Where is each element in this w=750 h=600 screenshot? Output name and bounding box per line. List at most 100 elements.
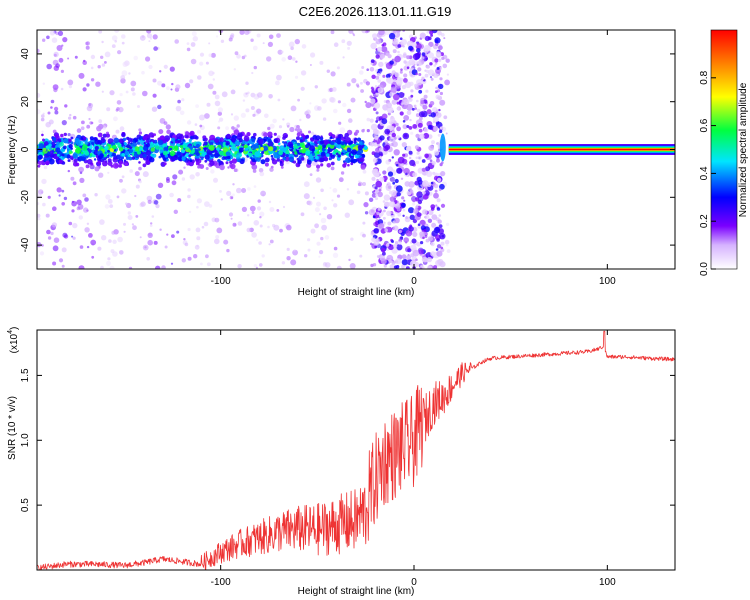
noise-speck xyxy=(214,100,221,107)
noise-speck xyxy=(109,204,114,209)
band-speck xyxy=(319,157,325,163)
band-speck xyxy=(302,138,306,142)
noise-speck xyxy=(415,113,420,118)
noise-speck xyxy=(172,174,178,180)
broadband-speck xyxy=(387,171,394,177)
spectrogram-y-tick-label: 40 xyxy=(20,48,31,60)
noise-speck xyxy=(107,199,113,204)
broadband-speck xyxy=(417,155,422,160)
band-speck xyxy=(337,134,342,139)
noise-speck xyxy=(190,42,196,47)
band-speck xyxy=(189,130,195,136)
broadband-speck xyxy=(409,260,417,267)
band-speck xyxy=(118,160,123,165)
broadband-speck xyxy=(416,191,423,198)
band-speck xyxy=(233,154,237,158)
noise-speck xyxy=(117,50,122,55)
band-speck xyxy=(142,153,147,158)
broadband-speck xyxy=(375,69,378,72)
spectrogram-y-tick-label: 20 xyxy=(20,96,31,108)
broadband-speck xyxy=(383,179,387,182)
noise-speck xyxy=(208,70,214,77)
broadband-speck xyxy=(406,103,413,111)
noise-speck xyxy=(166,86,170,91)
noise-speck xyxy=(346,108,352,114)
band-speck xyxy=(94,139,100,145)
noise-speck xyxy=(312,196,316,199)
band-speck xyxy=(122,137,127,141)
band-speck xyxy=(300,157,305,161)
broadband-speck xyxy=(419,32,426,39)
broadband-speck xyxy=(392,181,396,185)
noise-speck xyxy=(89,121,93,125)
noise-speck xyxy=(74,55,78,59)
noise-speck xyxy=(98,119,103,124)
broadband-speck xyxy=(406,255,411,260)
broadband-speck xyxy=(438,188,442,192)
colorbar-tick-label: 0.4 xyxy=(699,166,710,180)
noise-speck xyxy=(68,85,72,89)
noise-speck xyxy=(268,94,273,99)
broadband-speck xyxy=(380,247,386,253)
broadband-speck xyxy=(377,191,383,198)
broadband-speck xyxy=(422,236,425,240)
band-speck xyxy=(210,153,215,158)
band-speck xyxy=(63,132,67,137)
noise-speck xyxy=(236,124,240,128)
band-speck xyxy=(327,143,331,148)
noise-speck xyxy=(269,207,275,212)
noise-speck xyxy=(247,214,250,217)
band-speck xyxy=(282,156,287,161)
broadband-speck xyxy=(439,99,446,106)
band-speck xyxy=(230,163,236,170)
noise-speck xyxy=(138,128,142,132)
broadband-speck xyxy=(379,176,385,182)
band-speck xyxy=(84,151,90,156)
noise-speck xyxy=(365,81,370,86)
noise-speck xyxy=(332,188,338,193)
band-speck xyxy=(328,157,332,161)
noise-speck xyxy=(140,201,146,207)
noise-speck xyxy=(295,60,298,63)
band-speck xyxy=(68,144,73,149)
noise-speck xyxy=(52,245,59,252)
noise-speck xyxy=(259,171,265,177)
noise-speck xyxy=(42,112,45,115)
noise-speck xyxy=(260,190,266,197)
band-speck xyxy=(331,134,336,138)
band-speck xyxy=(176,151,181,156)
band-speck xyxy=(271,157,275,161)
noise-speck xyxy=(91,255,95,259)
broadband-speck xyxy=(380,153,384,157)
band-speck xyxy=(182,139,185,142)
broadband-speck xyxy=(437,219,442,224)
noise-speck xyxy=(243,54,247,58)
snr-x-label: Height of straight line (km) xyxy=(298,586,415,597)
noise-speck xyxy=(443,37,446,40)
noise-speck xyxy=(309,173,313,177)
noise-speck xyxy=(436,244,442,249)
band-speck xyxy=(209,134,216,141)
broadband-speck xyxy=(422,190,426,195)
broadband-speck xyxy=(421,256,428,263)
noise-speck xyxy=(333,203,338,208)
broadband-speck xyxy=(388,200,396,208)
band-speck xyxy=(214,150,218,154)
noise-speck xyxy=(137,105,140,108)
band-speck xyxy=(302,134,307,139)
broadband-speck xyxy=(416,99,419,103)
noise-speck xyxy=(363,202,369,208)
noise-speck xyxy=(169,192,174,198)
noise-speck xyxy=(61,189,65,193)
noise-speck xyxy=(171,82,174,86)
band-speck xyxy=(297,159,302,165)
band-speck xyxy=(353,138,357,142)
noise-speck xyxy=(251,232,257,238)
noise-speck xyxy=(218,120,221,123)
broadband-speck xyxy=(400,163,404,167)
broadband-speck xyxy=(435,94,441,100)
band-speck xyxy=(260,159,266,165)
noise-speck xyxy=(258,168,264,173)
broadband-speck xyxy=(372,215,376,219)
noise-speck xyxy=(174,39,179,44)
